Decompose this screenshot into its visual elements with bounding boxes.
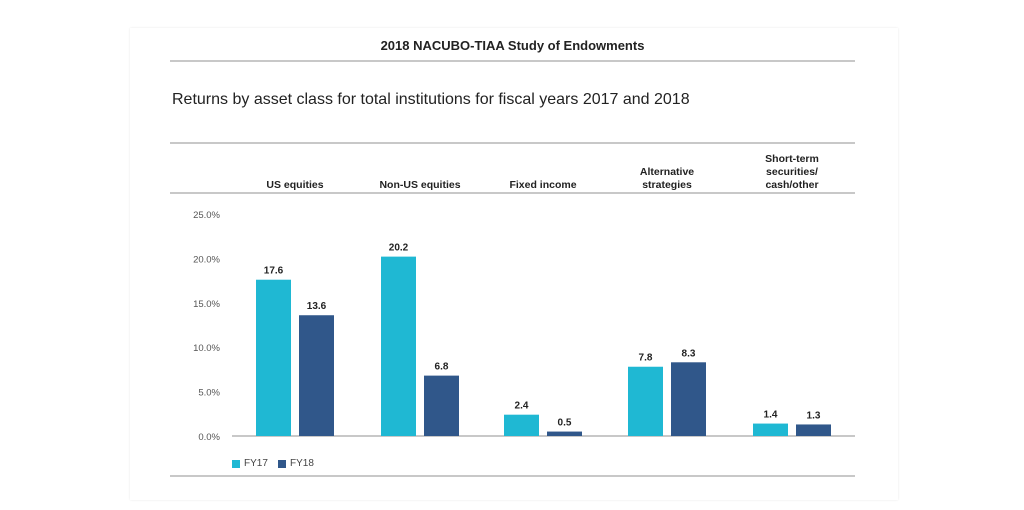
data-label: 1.3	[807, 410, 821, 421]
legend-fy17: FY17	[232, 458, 268, 469]
divider	[170, 60, 855, 62]
data-label: 1.4	[764, 410, 778, 421]
bar-fy18	[424, 375, 459, 436]
y-tick-label: 25.0%	[193, 210, 220, 221]
data-label: 6.8	[435, 362, 449, 373]
y-tick-label: 5.0%	[198, 388, 220, 399]
bar-fy17	[504, 414, 539, 436]
data-label: 0.5	[558, 418, 572, 429]
divider	[170, 192, 855, 194]
y-tick-label: 15.0%	[193, 299, 220, 310]
legend-swatch	[278, 459, 286, 468]
category-header: Alternative strategies	[639, 166, 695, 191]
bar-fy17	[381, 256, 416, 436]
data-label: 8.3	[682, 348, 696, 359]
bar-fy18	[547, 431, 582, 436]
category-header: Fixed income	[509, 179, 577, 191]
data-label: 7.8	[639, 353, 653, 364]
legend-swatch	[232, 459, 240, 468]
bar-fy17	[628, 366, 663, 436]
y-tick-label: 0.0%	[198, 432, 220, 443]
category-header: US equities	[266, 179, 324, 191]
bar-fy18	[671, 362, 706, 436]
divider	[170, 142, 855, 144]
legend-fy18: FY18	[278, 458, 314, 469]
bar-fy18	[796, 424, 831, 436]
y-tick-label: 10.0%	[193, 343, 220, 354]
divider	[170, 475, 855, 477]
report-title: 2018 NACUBO-TIAA Study of Endowments	[380, 38, 645, 53]
bar-fy17	[256, 279, 291, 436]
y-tick-label: 20.0%	[193, 254, 220, 265]
chart-title: Returns by asset class for total institu…	[172, 91, 690, 108]
bar-fy17	[753, 423, 788, 436]
bar-fy18	[299, 315, 334, 436]
data-label: 20.2	[389, 243, 409, 254]
data-label: 17.6	[264, 266, 284, 277]
data-label: 13.6	[307, 301, 327, 312]
category-header: Short-term securities/ cash/other	[765, 153, 819, 191]
category-header: Non-US equities	[379, 179, 461, 191]
data-label: 2.4	[515, 401, 529, 412]
